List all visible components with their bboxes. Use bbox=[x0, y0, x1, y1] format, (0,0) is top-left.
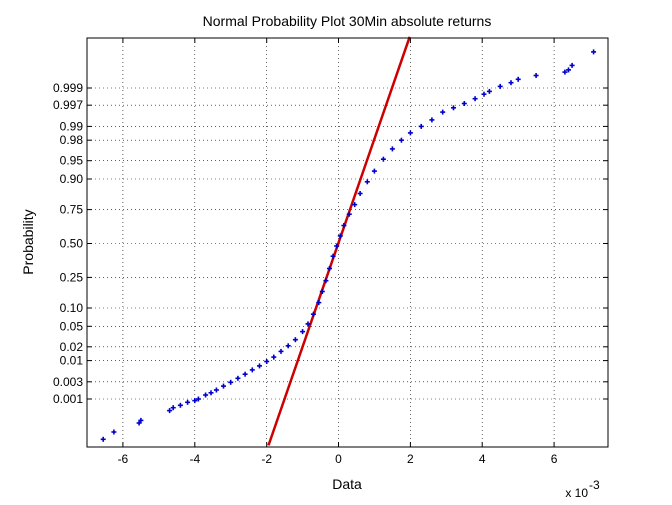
plot-area bbox=[87, 38, 608, 447]
data-point bbox=[461, 101, 467, 106]
y-tick-label: 0.999 bbox=[53, 81, 83, 95]
data-point bbox=[195, 396, 201, 402]
data-point bbox=[138, 417, 144, 423]
y-tick-label: 0.05 bbox=[60, 319, 84, 333]
data-point bbox=[591, 49, 597, 55]
data-point bbox=[398, 137, 404, 143]
x-tick-label: 0 bbox=[335, 452, 342, 466]
chart-title: Normal Probability Plot 30Min absolute r… bbox=[203, 13, 492, 29]
data-point bbox=[235, 375, 241, 381]
data-point bbox=[221, 383, 226, 389]
y-tick-label: 0.50 bbox=[60, 237, 84, 251]
y-tick-label: 0.98 bbox=[60, 133, 84, 147]
data-point bbox=[481, 91, 487, 97]
data-point bbox=[319, 289, 325, 294]
data-point bbox=[136, 420, 142, 426]
data-point bbox=[213, 387, 219, 393]
data-point bbox=[357, 191, 363, 196]
plot-frame bbox=[86, 37, 609, 448]
y-tick-label: 0.02 bbox=[60, 340, 84, 354]
y-tick-label: 0.90 bbox=[60, 172, 84, 186]
data-point bbox=[371, 168, 377, 174]
data-point bbox=[515, 76, 521, 82]
data-point bbox=[418, 123, 424, 129]
data-point bbox=[305, 321, 311, 327]
data-point bbox=[486, 88, 492, 94]
data-point bbox=[285, 343, 291, 349]
x-tick-label: 6 bbox=[551, 452, 558, 466]
data-point bbox=[185, 399, 191, 405]
data-point bbox=[292, 337, 298, 343]
data-points bbox=[100, 49, 597, 442]
data-point bbox=[569, 62, 575, 68]
data-point bbox=[208, 390, 214, 396]
data-point bbox=[429, 117, 435, 123]
y-tick-label: 0.003 bbox=[53, 375, 83, 389]
data-point bbox=[249, 367, 255, 373]
x-multiplier-exponent: -3 bbox=[589, 478, 600, 492]
data-point bbox=[389, 146, 395, 152]
x-tick-label: 2 bbox=[407, 452, 414, 466]
data-point bbox=[242, 371, 248, 377]
data-point bbox=[337, 233, 343, 239]
data-point bbox=[327, 266, 332, 271]
data-point bbox=[323, 278, 329, 284]
data-point bbox=[341, 223, 347, 228]
data-point bbox=[533, 73, 539, 78]
data-point bbox=[170, 405, 176, 411]
y-tick-label: 0.99 bbox=[60, 119, 84, 133]
data-point bbox=[228, 379, 234, 385]
data-point bbox=[300, 329, 306, 335]
data-point bbox=[100, 436, 106, 442]
data-point bbox=[271, 354, 277, 360]
data-point bbox=[111, 429, 117, 435]
x-multiplier-label: x 10 bbox=[565, 486, 588, 500]
y-tick-label: 0.95 bbox=[60, 154, 84, 168]
x-tick-label: 4 bbox=[479, 452, 486, 466]
data-point bbox=[451, 105, 456, 111]
data-point bbox=[316, 300, 322, 306]
x-tick-label: -2 bbox=[261, 452, 272, 466]
data-point bbox=[497, 83, 503, 89]
reference-line bbox=[267, 36, 411, 446]
y-tick-label: 0.001 bbox=[53, 392, 83, 406]
y-tick-label: 0.01 bbox=[60, 354, 84, 368]
data-point bbox=[257, 363, 262, 369]
data-point bbox=[562, 69, 568, 75]
data-point bbox=[508, 80, 514, 86]
data-point bbox=[407, 130, 413, 136]
y-tick-label: 0.997 bbox=[53, 98, 83, 112]
x-axis-label: Data bbox=[332, 476, 362, 492]
data-point bbox=[472, 96, 478, 102]
data-point bbox=[440, 109, 446, 115]
y-axis-ticks: 0.001 0.003 0.010.02 0.05 0.10 0.25 0.50 0.75 0.… bbox=[53, 81, 608, 406]
data-point bbox=[364, 179, 370, 185]
x-axis-ticks: -6 -4 -2 0 2 4 6 bbox=[118, 38, 558, 466]
data-point bbox=[192, 398, 198, 404]
data-point bbox=[203, 392, 209, 398]
x-tick-label: -6 bbox=[118, 452, 129, 466]
grid-lines bbox=[87, 38, 608, 447]
data-point bbox=[330, 253, 336, 259]
data-point bbox=[278, 348, 284, 354]
y-axis-label: Probability bbox=[20, 209, 36, 274]
x-tick-label: -4 bbox=[189, 452, 200, 466]
data-point bbox=[566, 67, 571, 73]
data-point bbox=[334, 243, 340, 249]
data-point bbox=[346, 211, 352, 217]
y-tick-label: 0.75 bbox=[60, 203, 84, 217]
data-point bbox=[352, 202, 358, 208]
data-point bbox=[167, 408, 173, 414]
data-point bbox=[380, 156, 386, 162]
data-point bbox=[177, 402, 183, 408]
data-point bbox=[310, 311, 316, 317]
y-tick-label: 0.25 bbox=[60, 270, 84, 284]
y-tick-label: 0.10 bbox=[60, 301, 84, 315]
data-point bbox=[264, 359, 270, 364]
